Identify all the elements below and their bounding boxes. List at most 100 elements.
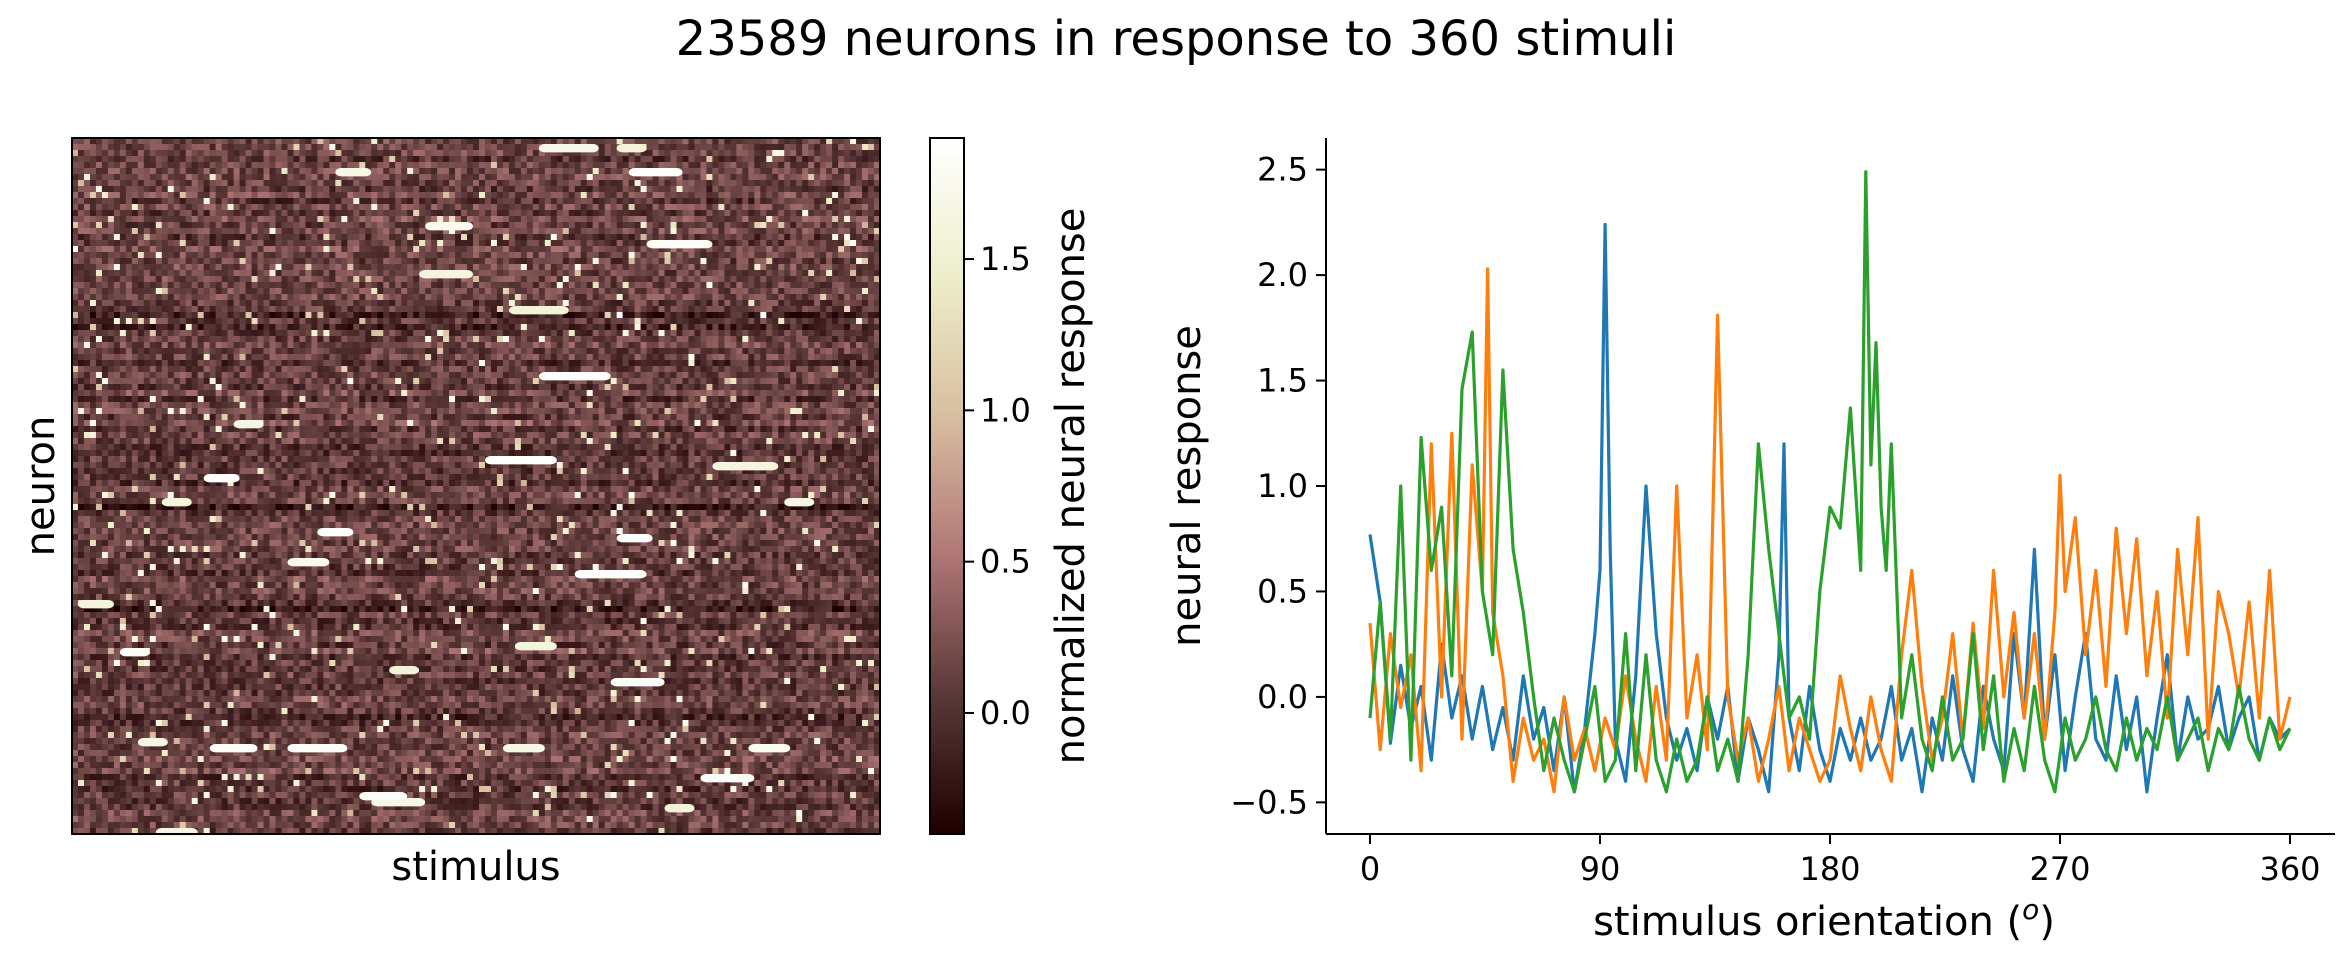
- heatmap-cell: [832, 138, 839, 145]
- heatmap-cell: [826, 156, 833, 163]
- heatmap-cell: [526, 252, 534, 259]
- heatmap-cell: [712, 252, 719, 259]
- heatmap-cell: [203, 186, 211, 193]
- heatmap-cell: [796, 270, 803, 277]
- heatmap-cell: [413, 138, 420, 145]
- heatmap-cell: [820, 150, 827, 157]
- heatmap-cell: [484, 270, 492, 277]
- heatmap-cell: [718, 186, 725, 193]
- heatmap-cell: [413, 264, 420, 271]
- heatmap-cell: [478, 150, 486, 157]
- heatmap-cell: [538, 282, 546, 289]
- heatmap-cell: [748, 228, 755, 235]
- heatmap-cell: [149, 210, 157, 217]
- heatmap-cell: [616, 294, 624, 301]
- heatmap-cell: [119, 234, 127, 241]
- heatmap-cell: [676, 348, 683, 355]
- heatmap-cell: [329, 288, 336, 295]
- heatmap-cell: [784, 198, 791, 205]
- heatmap-cell: [520, 234, 528, 241]
- heatmap-cell: [586, 222, 594, 229]
- heatmap-cell: [676, 324, 683, 331]
- heatmap-cell: [377, 354, 384, 361]
- heatmap-cell: [622, 354, 630, 361]
- heatmap-cell: [413, 144, 420, 151]
- heatmap-cell: [640, 336, 647, 343]
- heatmap-cell: [736, 336, 743, 343]
- heatmap-cell: [730, 216, 737, 223]
- heatmap-cell: [676, 270, 683, 277]
- heatmap-cell: [640, 342, 647, 349]
- heatmap-cell: [778, 228, 785, 235]
- heatmap-cell: [760, 312, 767, 319]
- heatmap-cell: [323, 210, 330, 217]
- heatmap-cell: [167, 348, 175, 355]
- heatmap-cell: [850, 300, 857, 307]
- heatmap-cell: [119, 330, 127, 337]
- heatmap-cell: [760, 252, 767, 259]
- heatmap-cell: [868, 240, 875, 247]
- heatmap-cell: [233, 294, 240, 301]
- heatmap-cell: [538, 312, 546, 319]
- heatmap-cell: [239, 180, 246, 187]
- heatmap-cell: [161, 282, 169, 289]
- heatmap-cell: [317, 252, 324, 259]
- heatmap-cell: [598, 156, 606, 163]
- heatmap-cell: [742, 144, 749, 151]
- heatmap-cell: [449, 330, 456, 337]
- heatmap-cell: [467, 300, 474, 307]
- heatmap-cell: [407, 312, 414, 319]
- heatmap-cell: [335, 318, 342, 325]
- heatmap-cell: [143, 240, 151, 247]
- heatmap-cell: [784, 174, 791, 181]
- heatmap-cell: [149, 348, 157, 355]
- heatmap-cell: [293, 312, 300, 319]
- heatmap-cell: [478, 282, 486, 289]
- heatmap-cell: [251, 192, 258, 199]
- heatmap-cell: [413, 342, 420, 349]
- heatmap-cell: [395, 342, 402, 349]
- heatmap-cell: [730, 324, 737, 331]
- heatmap-cell: [317, 198, 324, 205]
- heatmap-cell: [383, 162, 390, 169]
- heatmap-cell: [802, 300, 809, 307]
- heatmap-cell: [161, 330, 169, 337]
- heatmap-cell: [532, 138, 540, 145]
- heatmap-cell: [239, 324, 246, 331]
- heatmap-cell: [676, 138, 683, 145]
- heatmap-cell: [173, 174, 181, 181]
- heatmap-cell: [712, 228, 719, 235]
- heatmap-cell: [83, 300, 91, 307]
- heatmap-cell: [359, 354, 366, 361]
- heatmap-cells: [72, 138, 881, 837]
- heatmap-cell: [646, 318, 653, 325]
- heatmap-cell: [437, 246, 444, 253]
- heatmap-cell: [574, 282, 582, 289]
- heatmap-cell: [676, 186, 683, 193]
- heatmap-cell: [814, 234, 821, 241]
- heatmap-cell: [473, 138, 480, 145]
- heatmap-cell: [814, 288, 821, 295]
- heatmap-cell: [149, 222, 157, 229]
- heatmap-cell: [640, 228, 647, 235]
- heatmap-cell: [77, 168, 85, 175]
- heatmap-cell: [820, 198, 827, 205]
- heatmap-cell: [820, 192, 827, 199]
- heatmap-cell: [431, 258, 438, 265]
- heatmap-cell: [502, 312, 510, 319]
- heatmap-cell: [419, 300, 426, 307]
- heatmap-cell: [287, 252, 294, 259]
- heatmap-cell: [287, 168, 294, 175]
- heatmap-cell: [329, 162, 336, 169]
- heatmap-cell: [389, 312, 396, 319]
- heatmap-cell: [580, 180, 588, 187]
- heatmap-cell: [257, 156, 264, 163]
- heatmap-cell: [520, 192, 528, 199]
- heatmap-cell: [323, 240, 330, 247]
- heatmap-cell: [113, 162, 121, 169]
- heatmap-cell: [778, 192, 785, 199]
- heatmap-cell: [520, 186, 528, 193]
- heatmap-cell: [209, 216, 217, 223]
- heatmap-cell: [257, 348, 264, 355]
- heatmap-cell: [676, 198, 683, 205]
